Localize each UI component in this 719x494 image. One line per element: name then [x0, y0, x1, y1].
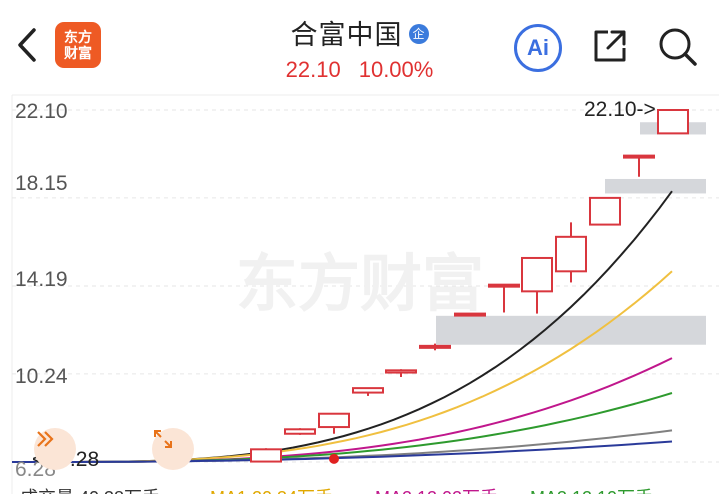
share-button[interactable] — [588, 24, 632, 68]
y-axis-label-2: 18.15 — [15, 172, 68, 195]
stock-title-row: 合富中国企 — [0, 13, 719, 52]
y-axis-label-4: 10.24 — [15, 365, 68, 388]
stock-header: 东方 财富 合富中国企 22.10 10.00% Ai — [0, 0, 719, 92]
candle-body-12 — [657, 109, 689, 135]
price-band-1 — [605, 178, 706, 194]
share-out-icon — [594, 30, 626, 62]
search-icon — [659, 28, 697, 66]
candle-body-10 — [589, 196, 621, 226]
change-percent: 10.00% — [358, 57, 434, 82]
high-price-marker: 22.10-> — [584, 98, 656, 121]
volume-label: 成交量 40.38万手 — [20, 484, 160, 494]
volume-indicator-row: 成交量 40.38万手 MA1 20.34万手 MA2 12.02万手 MA3 … — [0, 484, 719, 494]
candle-body-3 — [352, 387, 384, 394]
candle-body-9 — [555, 235, 587, 273]
candle-body-7 — [488, 283, 520, 288]
ai-button[interactable]: Ai — [514, 24, 562, 72]
double-chevron-right-icon — [37, 431, 54, 447]
candle-body-1 — [284, 428, 316, 435]
back-button[interactable] — [10, 22, 46, 68]
price-band-2 — [436, 315, 706, 345]
search-button[interactable] — [655, 24, 701, 70]
enterprise-badge: 企 — [408, 23, 429, 44]
candle-body-0 — [250, 448, 282, 463]
fullscreen-button[interactable] — [152, 428, 194, 470]
y-axis-label-3: 14.19 — [15, 268, 68, 291]
candle-body-11 — [623, 154, 655, 159]
ma3-label: MA3 12.10万手 — [530, 484, 653, 494]
kline-chart[interactable]: 东方财富 22.10 18.15 14.19 10.24 6.28 22.10-… — [0, 92, 719, 494]
ma2-label: MA2 12.02万手 — [375, 484, 498, 494]
watermark-text: 东方财富 — [236, 247, 484, 320]
chevron-left-icon — [18, 28, 36, 62]
y-axis-label-top: 22.10 — [15, 100, 68, 123]
candle-body-2 — [318, 412, 350, 429]
expand-panel-button[interactable] — [34, 428, 76, 470]
current-price: 22.10 — [285, 57, 341, 82]
candle-body-8 — [521, 256, 553, 293]
logo-text-line1: 东方 — [64, 29, 92, 45]
price-row: 22.10 10.00% — [0, 57, 719, 83]
kline-chart-canvas: 东方财富 — [11, 94, 719, 494]
app-logo[interactable]: 东方 财富 — [55, 22, 101, 68]
ma-line-5 — [12, 440, 673, 463]
candle-body-4 — [385, 369, 417, 374]
expand-arrows-icon — [154, 430, 172, 448]
logo-text-line2: 财富 — [64, 45, 92, 61]
candle-body-6 — [454, 312, 486, 317]
ma-marker-dot — [329, 453, 339, 464]
candle-body-5 — [419, 344, 451, 349]
ma1-label: MA1 20.34万手 — [210, 484, 333, 494]
stock-name: 合富中国 — [290, 20, 403, 50]
